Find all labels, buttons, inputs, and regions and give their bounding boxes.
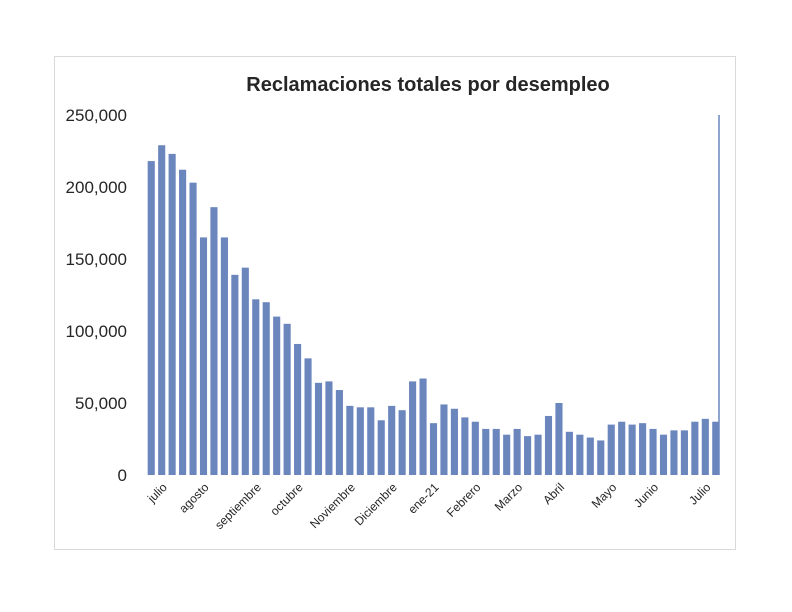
x-tick-label: julio	[144, 480, 170, 506]
bar	[482, 428, 490, 475]
bar	[586, 437, 594, 475]
bar	[388, 405, 396, 475]
bar	[158, 145, 166, 475]
bar	[429, 423, 438, 475]
bar	[701, 418, 709, 475]
bar	[639, 423, 647, 475]
y-tick-label: 50,000	[75, 394, 127, 413]
bar	[492, 428, 500, 475]
x-tick-label: septiembre	[212, 480, 264, 532]
bar	[220, 237, 228, 475]
bar	[691, 421, 699, 475]
x-tick-label: Julio	[686, 480, 714, 508]
bar	[607, 424, 615, 475]
bar	[335, 390, 343, 475]
bar	[597, 440, 605, 475]
y-tick-label: 150,000	[66, 250, 127, 269]
bar	[565, 431, 573, 475]
bar	[179, 169, 187, 475]
bar	[398, 410, 406, 475]
bar	[210, 207, 218, 475]
y-tick-label: 200,000	[66, 178, 127, 197]
bar	[670, 430, 678, 475]
bar	[712, 421, 720, 475]
bar	[659, 434, 668, 475]
bar	[367, 407, 375, 475]
bar	[199, 237, 208, 475]
x-tick-label: octubre	[268, 480, 306, 518]
bar	[241, 267, 249, 475]
bar	[189, 182, 197, 475]
bar	[513, 428, 521, 475]
bar-chart: Reclamaciones totales por desempleo 0 50,…	[66, 74, 720, 532]
bar	[283, 323, 291, 475]
bar	[618, 421, 626, 475]
x-tick-label: ene-21	[405, 480, 442, 517]
x-tick-label: Febrero	[444, 480, 484, 520]
bar	[524, 436, 532, 475]
bars	[147, 115, 720, 475]
bar	[294, 343, 302, 475]
bar	[168, 153, 176, 475]
bar	[628, 424, 636, 475]
x-axis: julio agosto septiembre octubre NoviembreDic…	[144, 480, 714, 532]
bar	[440, 404, 448, 475]
bar	[231, 274, 239, 475]
bar	[680, 430, 688, 475]
bar	[314, 382, 323, 475]
bar	[325, 381, 333, 475]
bar	[419, 378, 427, 475]
bar	[649, 428, 657, 475]
bar	[503, 434, 511, 475]
bar	[346, 405, 354, 475]
y-tick-label: 100,000	[66, 322, 127, 341]
y-axis: 0 50,000 100,000 150,000 200,000 250,000	[66, 106, 127, 485]
bar	[304, 358, 312, 475]
x-tick-label: Marzo	[492, 480, 526, 514]
chart-area: Reclamaciones totales por desempleo 0 50,…	[54, 56, 736, 550]
bar	[534, 434, 542, 475]
x-tick-label: Junio	[631, 480, 661, 510]
bar	[356, 407, 364, 475]
x-tick-label: Mayo	[589, 480, 620, 511]
bar	[377, 420, 385, 475]
x-tick-label: Abril	[540, 480, 567, 507]
bar	[147, 161, 155, 475]
y-tick-label: 0	[118, 466, 127, 485]
bar	[576, 434, 584, 475]
bar	[273, 316, 281, 475]
x-tick-label: agosto	[176, 480, 212, 516]
bar	[262, 302, 270, 475]
y-tick-label: 250,000	[66, 106, 127, 125]
bar	[461, 417, 469, 475]
x-tick-label: Noviembre	[307, 480, 358, 531]
bar	[544, 415, 553, 475]
x-tick-label: Diciembre	[352, 480, 400, 528]
bar	[471, 421, 479, 475]
bar	[252, 299, 260, 475]
bar	[450, 408, 458, 475]
bar	[409, 381, 417, 475]
bar	[555, 403, 563, 475]
chart-title: Reclamaciones totales por desempleo	[246, 74, 609, 96]
